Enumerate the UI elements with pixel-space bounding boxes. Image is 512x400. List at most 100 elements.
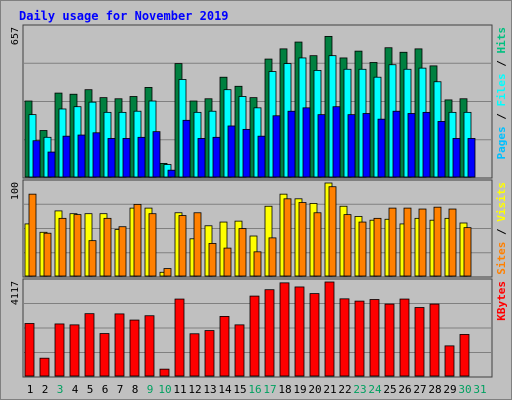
x-tick-label: 21 [323, 383, 336, 396]
x-tick-label: 10 [158, 383, 171, 396]
x-tick-label: 13 [203, 383, 216, 396]
y-max-label: 4117 [10, 281, 21, 305]
bar-kbytes-day-27 [414, 307, 425, 377]
series-files [28, 55, 472, 178]
bar-sites-day-15 [238, 228, 247, 277]
x-tick-label: 4 [72, 383, 79, 396]
bar-sites-day-2 [43, 232, 52, 277]
bar-kbytes-day-21 [324, 281, 335, 377]
bar-pages-day-27 [422, 111, 431, 178]
bar-pages-day-2 [47, 151, 56, 178]
legend-hits: Hits [495, 27, 508, 54]
x-tick-label: 23 [353, 383, 366, 396]
bar-kbytes-day-7 [114, 313, 125, 377]
series-visits [24, 182, 468, 277]
bar-pages-day-26 [407, 113, 416, 178]
bar-sites-day-10 [163, 268, 172, 277]
bar-pages-day-24 [377, 118, 386, 178]
series-sites [28, 186, 472, 277]
bar-kbytes-day-13 [204, 330, 215, 377]
legend-visits: Visits [495, 182, 508, 222]
bar-kbytes-day-11 [174, 298, 185, 377]
bar-sites-day-27 [418, 208, 427, 277]
bar-pages-day-30 [467, 138, 476, 178]
bar-kbytes-day-2 [39, 357, 50, 377]
x-tick-label: 24 [368, 383, 382, 396]
x-tick-label: 22 [338, 383, 351, 396]
x-tick-label: 11 [173, 383, 186, 396]
bar-kbytes-day-29 [444, 345, 455, 377]
bar-sites-day-20 [313, 212, 322, 277]
chart-title: Daily usage for November 2019 [19, 9, 229, 23]
x-tick-label: 3 [57, 383, 64, 396]
series-legend-label: KBytes [495, 281, 508, 321]
bar-sites-day-5 [88, 240, 97, 277]
bar-pages-day-8 [137, 136, 146, 178]
legend-files: Files [495, 73, 508, 106]
bar-pages-day-7 [122, 138, 131, 178]
legend-kbytes: KBytes [495, 281, 508, 321]
bar-kbytes-day-9 [144, 315, 155, 377]
bar-pages-day-6 [107, 138, 116, 178]
bar-sites-day-14 [223, 247, 232, 277]
bar-kbytes-day-3 [54, 323, 65, 377]
bar-sites-day-19 [298, 202, 307, 277]
x-tick-label: 20 [308, 383, 321, 396]
bar-pages-day-11 [182, 119, 191, 178]
x-tick-label: 12 [188, 383, 201, 396]
bar-pages-day-16 [257, 135, 266, 178]
bar-pages-day-17 [272, 115, 281, 178]
bar-pages-day-12 [197, 138, 206, 178]
bar-pages-day-3 [62, 135, 71, 178]
legend-separator: / [495, 54, 508, 74]
bar-kbytes-day-17 [264, 289, 275, 377]
bar-kbytes-day-25 [384, 303, 395, 377]
bar-sites-day-28 [433, 206, 442, 277]
x-axis-day-labels: 1 2 3 4 5 6 7 8 9 10 11 12 13 14 15 16 17 18 19 20 21 22 23 24 2… [27, 383, 487, 396]
bar-kbytes-day-1 [24, 323, 35, 377]
bar-pages-day-1 [32, 140, 41, 178]
series-pages [32, 106, 476, 178]
x-tick-label: 29 [443, 383, 456, 396]
bar-sites-day-29 [448, 208, 457, 277]
x-tick-label: 19 [293, 383, 306, 396]
x-tick-label: 2 [42, 383, 49, 396]
bar-sites-day-17 [268, 237, 277, 277]
legend-separator: / [495, 222, 508, 242]
bar-sites-day-25 [388, 207, 397, 277]
panel-bottom: 4117 KBytes [10, 278, 508, 378]
bar-sites-day-11 [178, 215, 187, 277]
x-tick-label: 1 [27, 383, 34, 396]
bar-pages-day-15 [242, 128, 251, 178]
chart-panels: 657 Pages / Files / Hits 100 Sites / Visits… [10, 24, 508, 378]
bar-sites-day-6 [103, 217, 112, 277]
bar-pages-day-23 [362, 113, 371, 178]
bar-sites-day-3 [58, 217, 67, 277]
bar-kbytes-day-22 [339, 298, 350, 377]
bar-sites-day-21 [328, 186, 337, 277]
bar-pages-day-5 [92, 132, 101, 178]
bar-kbytes-day-24 [369, 299, 380, 377]
x-tick-label: 8 [132, 383, 139, 396]
bar-kbytes-day-18 [279, 282, 290, 377]
bar-kbytes-day-16 [249, 295, 260, 377]
bar-kbytes-day-14 [219, 316, 230, 377]
bar-pages-day-9 [152, 131, 161, 178]
bar-sites-day-7 [118, 226, 127, 277]
bar-kbytes-day-20 [309, 293, 320, 377]
bar-pages-day-29 [452, 138, 461, 178]
bar-sites-day-1 [28, 193, 37, 277]
bar-sites-day-12 [193, 212, 202, 277]
bar-sites-day-13 [208, 243, 217, 277]
x-tick-label: 18 [278, 383, 291, 396]
bar-pages-day-21 [332, 106, 341, 178]
x-tick-label: 27 [413, 383, 426, 396]
bar-sites-day-22 [343, 214, 352, 277]
legend-separator: / [495, 107, 508, 127]
bar-kbytes-day-12 [189, 333, 200, 377]
bar-kbytes-day-30 [459, 334, 470, 377]
bar-kbytes-day-28 [429, 303, 440, 377]
bar-kbytes-day-4 [69, 324, 80, 377]
x-tick-label: 30 [458, 383, 471, 396]
bar-sites-day-8 [133, 203, 142, 277]
